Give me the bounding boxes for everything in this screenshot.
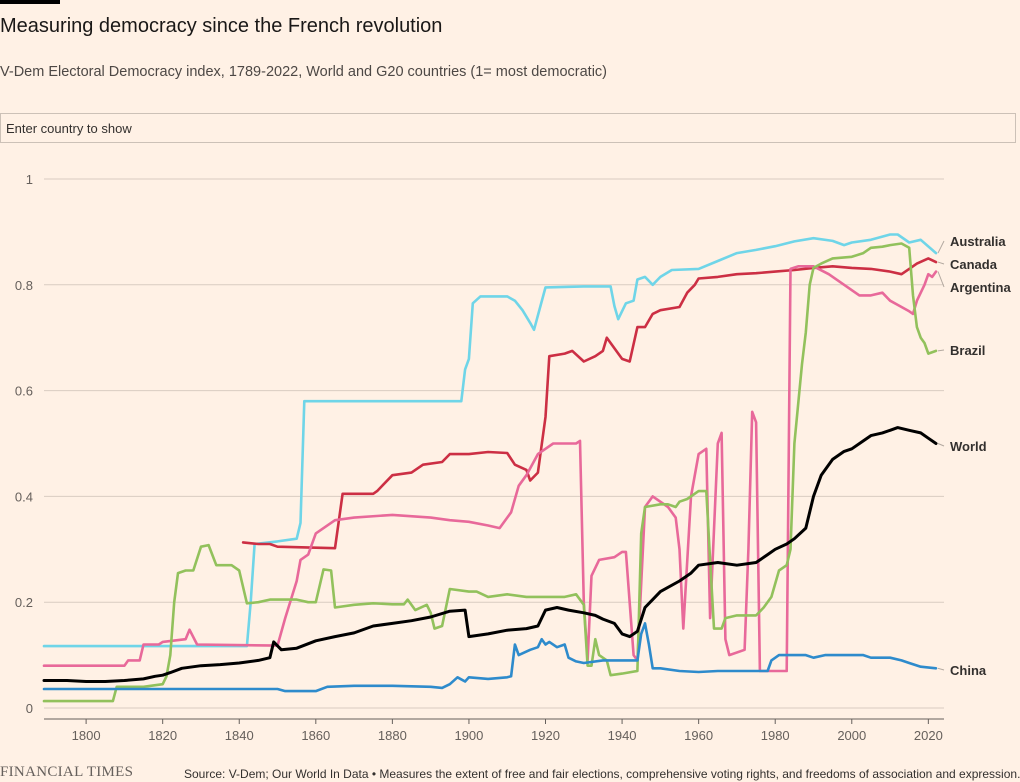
label-leader (937, 349, 945, 352)
series-line-world (42, 426, 938, 683)
x-tick-label: 2000 (837, 728, 866, 743)
x-tick-label: 1820 (148, 728, 177, 743)
x-tick-label: 1940 (608, 728, 637, 743)
y-tick-label: 1 (26, 172, 33, 187)
series-line-canada (241, 257, 938, 550)
series-label-world: World (950, 439, 987, 454)
series-line-argentina (42, 265, 938, 673)
chart-subtitle: V-Dem Electoral Democracy index, 1789-20… (0, 64, 607, 80)
y-tick-label: 0.6 (15, 384, 33, 399)
x-tick-label: 1980 (761, 728, 790, 743)
country-search-input[interactable] (0, 113, 1016, 143)
x-tick-label: 2020 (914, 728, 943, 743)
line-chart: 0 0.2 0.4 0.6 0.8 1 1800 1820 1840 1860 1880 1900 19… (15, 172, 1012, 743)
series-label-canada: Canada (950, 257, 998, 272)
series-label-argentina: Argentina (950, 280, 1011, 295)
x-tick-label: 1920 (531, 728, 560, 743)
x-tick-label: 1900 (454, 728, 483, 743)
series-line-australia (42, 233, 938, 648)
series-label-china: China (950, 663, 987, 678)
y-tick-label: 0.8 (15, 278, 33, 293)
x-tick-label: 1880 (378, 728, 407, 743)
label-leader (937, 261, 945, 265)
chart-title: Measuring democracy since the French rev… (0, 15, 443, 37)
y-tick-label: 0.4 (15, 489, 33, 504)
source-note: Source: V-Dem; Our World In Data • Measu… (184, 767, 1020, 781)
y-tick-label: 0 (26, 701, 33, 716)
series-label-australia: Australia (950, 234, 1006, 249)
series-line-brazil (42, 242, 938, 703)
x-tick-label: 1800 (72, 728, 101, 743)
label-leader (937, 443, 945, 447)
brand-bar (0, 0, 60, 4)
label-leader (937, 240, 945, 254)
series-label-brazil: Brazil (950, 343, 985, 358)
y-tick-label: 0.2 (15, 595, 33, 610)
x-tick-label: 1960 (684, 728, 713, 743)
series-line-china (42, 622, 938, 693)
x-tick-label: 1840 (225, 728, 254, 743)
x-tick-label: 1860 (301, 728, 330, 743)
label-leader (937, 271, 945, 288)
ft-logo: FINANCIAL TIMES (0, 764, 134, 780)
label-leader (937, 667, 945, 671)
